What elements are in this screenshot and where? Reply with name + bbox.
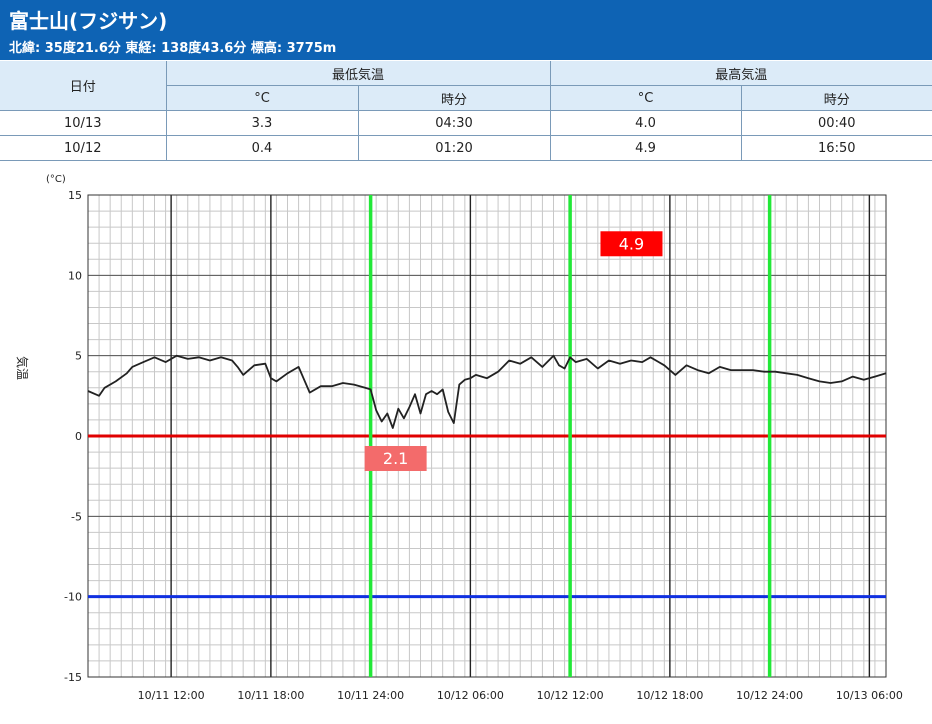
min-temp-header: 最低気温 [165, 61, 551, 86]
x-tick-label: 10/12 06:00 [437, 689, 504, 702]
table-row: 10/13 3.3 04:30 4.0 00:40 [0, 110, 932, 136]
x-tick-label: 10/12 24:00 [736, 689, 803, 702]
min-time-header: 時分 [357, 85, 551, 111]
annotation-label: 2.1 [383, 449, 408, 468]
axis-labels: 15 10 5 0 -5 -10 -15 10/11 12:00 10/11 18:00 10/1… [64, 189, 903, 702]
row-max-time: 16:50 [740, 135, 932, 161]
y-axis-title: 気温 [15, 356, 30, 380]
y-tick-label: 0 [75, 430, 82, 443]
temperature-series-line [87, 354, 887, 429]
station-title: 富士山(フジサン) [9, 9, 168, 33]
max-temp-header: 最高気温 [549, 61, 932, 86]
annotations: 2.1 4.9 [364, 231, 663, 471]
y-tick-label: -15 [64, 671, 82, 684]
table-row: 10/12 0.4 01:20 4.9 16:50 [0, 135, 932, 161]
reference-lines [88, 434, 886, 599]
max-time-header: 時分 [740, 85, 932, 111]
annotation-label: 4.9 [619, 234, 644, 253]
row-date: 10/13 [0, 110, 167, 136]
row-date: 10/12 [0, 135, 167, 161]
table-header-row: 日付 最低気温 最高気温 [0, 61, 932, 111]
x-tick-label: 10/12 12:00 [537, 689, 604, 702]
station-coordinates: 北緯: 35度21.6分 東経: 138度43.6分 標高: 3775m [9, 41, 337, 56]
station-header: 富士山(フジサン) 北緯: 35度21.6分 東経: 138度43.6分 標高:… [0, 0, 932, 60]
row-min-temp: 0.4 [165, 135, 359, 161]
row-max-temp: 4.9 [549, 135, 742, 161]
y-tick-label: 5 [75, 350, 82, 363]
min-unit-header: °C [166, 85, 359, 111]
x-tick-label: 10/11 24:00 [337, 689, 404, 702]
x-tick-label: 10/11 18:00 [237, 689, 304, 702]
row-min-temp: 3.3 [165, 110, 359, 136]
y-tick-label: -5 [71, 510, 82, 523]
max-unit-header: °C [549, 85, 742, 111]
row-max-time: 00:40 [740, 110, 932, 136]
temperature-chart: (°C) 気温 15 10 5 0 -5 -10 -15 10/11 12:00 10/11 1… [15, 174, 903, 702]
annotation-box [364, 446, 427, 471]
series-lines [87, 354, 887, 429]
y-tick-label: -10 [64, 591, 82, 604]
x-tick-label: 10/11 12:00 [138, 689, 205, 702]
row-max-temp: 4.0 [549, 110, 742, 136]
y-tick-label: 10 [68, 269, 82, 282]
x-tick-label: 10/12 18:00 [636, 689, 703, 702]
day-markers [368, 195, 772, 677]
row-min-time: 04:30 [357, 110, 551, 136]
annotation-box [600, 231, 663, 257]
x-tick-label: 10/13 06:00 [836, 689, 903, 702]
temperature-summary-table: 日付 最低気温 最高気温 °C 時分 °C 時分 10/13 3.3 04:30… [0, 61, 932, 161]
date-header: 日付 [0, 61, 167, 111]
y-tick-label: 15 [68, 189, 82, 202]
y-axis-unit: (°C) [46, 174, 66, 185]
row-min-time: 01:20 [357, 135, 551, 161]
